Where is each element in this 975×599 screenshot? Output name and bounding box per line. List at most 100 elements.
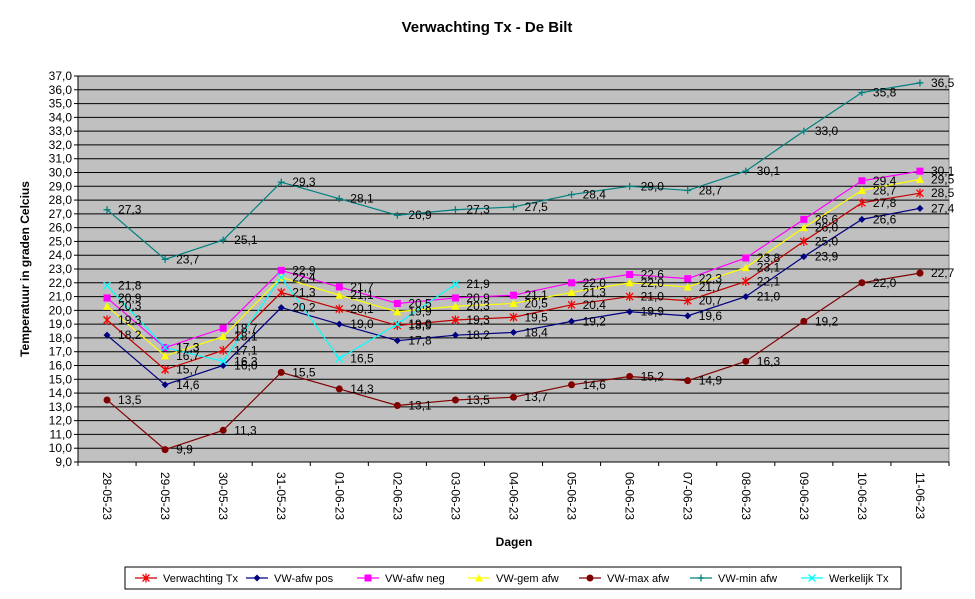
data-point bbox=[103, 396, 111, 404]
data-label: 26,6 bbox=[815, 212, 839, 226]
data-label: 11,3 bbox=[234, 423, 257, 437]
chart-title: Verwachting Tx - De Bilt bbox=[402, 19, 573, 36]
data-point bbox=[858, 177, 866, 185]
data-label: 18,7 bbox=[234, 321, 258, 335]
data-label: 19,6 bbox=[699, 309, 723, 323]
x-axis: 28-05-23 29-05-23 30-05-23 31-05-23 01-06-23… bbox=[77, 462, 950, 520]
x-tick-label: 11-06-23 bbox=[913, 472, 927, 519]
data-point bbox=[161, 446, 169, 454]
data-point bbox=[510, 291, 517, 299]
data-label: 21,9 bbox=[466, 277, 490, 291]
data-label: 29,5 bbox=[931, 172, 955, 186]
y-tick-label: 23,0 bbox=[49, 262, 73, 276]
data-label: 23,7 bbox=[176, 252, 200, 266]
data-point bbox=[103, 331, 111, 339]
legend-label: VW-afw pos bbox=[274, 573, 334, 585]
y-tick-label: 15,0 bbox=[49, 372, 73, 386]
data-label: 21,3 bbox=[292, 285, 316, 299]
data-point bbox=[161, 343, 170, 352]
data-point bbox=[451, 280, 460, 289]
legend-marker bbox=[475, 574, 483, 582]
data-point bbox=[916, 269, 924, 277]
data-label: 20,3 bbox=[118, 299, 142, 313]
data-label: 20,9 bbox=[118, 291, 142, 305]
x-tick-label: 06-06-23 bbox=[623, 472, 637, 520]
data-point bbox=[103, 281, 111, 290]
legend: Verwachting Tx VW-afw pos VW-afw neg VW-gem… bbox=[135, 573, 889, 585]
data-label: 13,1 bbox=[408, 398, 432, 412]
y-tick-label: 19,0 bbox=[49, 317, 73, 331]
data-point bbox=[451, 294, 459, 302]
data-label: 21,0 bbox=[641, 290, 665, 304]
y-tick-label: 22,0 bbox=[49, 276, 73, 290]
data-label: 21,0 bbox=[757, 290, 781, 304]
data-point bbox=[626, 308, 634, 316]
data-label: 27,3 bbox=[466, 203, 490, 217]
data-label: 19,0 bbox=[350, 317, 374, 331]
data-label: 21,7 bbox=[699, 280, 723, 294]
data-label: 26,6 bbox=[873, 212, 897, 226]
data-point bbox=[915, 175, 924, 183]
data-label: 22,0 bbox=[873, 276, 897, 290]
data-label: 20,4 bbox=[583, 298, 607, 312]
data-label: 15,7 bbox=[176, 363, 200, 377]
data-label: 22,6 bbox=[641, 268, 665, 282]
y-tick-label: 27,0 bbox=[49, 207, 73, 221]
y-tick-label: 9,0 bbox=[55, 455, 72, 469]
data-label: 15,5 bbox=[292, 365, 316, 379]
x-tick-label: 01-06-23 bbox=[332, 472, 346, 520]
data-point bbox=[219, 426, 227, 434]
data-label: 20,2 bbox=[292, 301, 316, 315]
legend-label: VW-afw neg bbox=[385, 573, 445, 585]
data-point bbox=[451, 396, 459, 404]
x-axis-title: Dagen bbox=[496, 535, 533, 549]
data-label: 22,3 bbox=[699, 272, 723, 286]
data-label: 16,3 bbox=[234, 354, 258, 368]
data-label: 20,5 bbox=[525, 296, 549, 310]
data-point bbox=[335, 291, 344, 299]
y-tick-label: 13,0 bbox=[49, 400, 73, 414]
data-point bbox=[277, 273, 286, 282]
y-tick-label: 30,0 bbox=[49, 166, 73, 180]
data-label: 19,5 bbox=[525, 310, 549, 324]
data-point bbox=[568, 279, 576, 287]
x-tick-label: 02-06-23 bbox=[390, 472, 404, 520]
y-tick-label: 35,0 bbox=[49, 97, 73, 111]
data-label: 23,9 bbox=[815, 250, 839, 264]
data-label: 19,9 bbox=[408, 305, 432, 319]
legend-label: VW-min afw bbox=[718, 573, 777, 585]
data-label: 13,7 bbox=[525, 390, 549, 404]
y-tick-label: 31,0 bbox=[49, 152, 73, 166]
x-tick-label: 31-05-23 bbox=[274, 472, 288, 520]
y-axis: 9,010,011,012,013,014,015,016,017,018,01… bbox=[49, 69, 949, 469]
data-label: 14,3 bbox=[350, 382, 374, 396]
data-label: 17,3 bbox=[176, 341, 200, 355]
data-label: 22,7 bbox=[931, 266, 955, 280]
data-label: 22,0 bbox=[641, 276, 665, 290]
y-tick-label: 33,0 bbox=[49, 124, 73, 138]
data-label: 25,0 bbox=[815, 234, 839, 248]
data-label: 29,0 bbox=[641, 179, 665, 193]
data-label: 26,9 bbox=[408, 208, 432, 222]
data-point bbox=[393, 401, 401, 409]
data-label: 30,1 bbox=[931, 164, 955, 178]
data-point bbox=[799, 223, 808, 232]
data-label: 30,1 bbox=[757, 164, 781, 178]
data-point bbox=[684, 275, 692, 283]
data-label: 19,3 bbox=[118, 313, 142, 327]
data-point bbox=[568, 317, 576, 325]
data-label: 27,5 bbox=[525, 200, 549, 214]
data-label: 14,6 bbox=[176, 378, 200, 392]
data-label: 18,2 bbox=[466, 328, 490, 342]
data-point bbox=[277, 368, 285, 376]
legend-box bbox=[124, 566, 902, 590]
data-label: 19,0 bbox=[408, 317, 432, 331]
data-label: 23,1 bbox=[757, 261, 781, 275]
legend-marker bbox=[586, 574, 594, 582]
data-label: 21,8 bbox=[118, 279, 142, 293]
data-point bbox=[277, 266, 285, 274]
data-point bbox=[219, 332, 228, 341]
x-tick-label: 09-06-23 bbox=[797, 472, 811, 520]
data-point bbox=[567, 288, 576, 296]
data-label: 25,1 bbox=[234, 233, 258, 247]
